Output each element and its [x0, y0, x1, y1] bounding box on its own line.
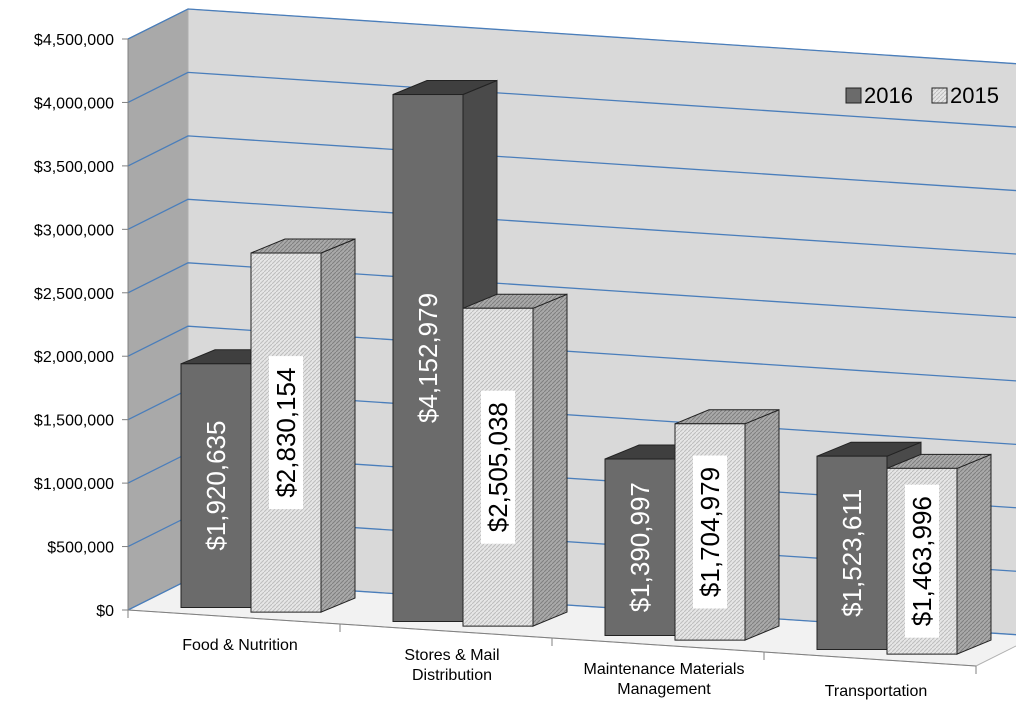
- legend-label: 2015: [950, 83, 999, 108]
- gridline: [127, 325, 1016, 382]
- data-label-bg: [481, 390, 515, 544]
- bar-2015-stores-mail-distribution: [462, 293, 568, 627]
- y-tick-label: $4,500,000: [34, 32, 114, 49]
- x-category-label-transportation: Transportation: [825, 683, 928, 700]
- legend: 2016 2015: [845, 83, 999, 108]
- bar-side: [320, 238, 356, 613]
- bar-side: [956, 453, 992, 655]
- bar-front: [250, 252, 322, 613]
- data-label-2016-maintenance-materials-management: $1,390,997: [625, 482, 655, 612]
- y-tick-label: $3,500,000: [34, 159, 114, 176]
- side-wall: [127, 8, 189, 611]
- y-tick-label: $4,000,000: [34, 95, 114, 112]
- gridline: [127, 198, 1016, 255]
- data-label-2015-maintenance-materials-management: $1,704,979: [693, 455, 727, 609]
- y-axis-tick-labels: $0 $500,000 $1,000,000 $1,500,000 $2,000,000…: [34, 32, 129, 620]
- legend-swatch: [931, 87, 948, 104]
- y-tick-label: $3,000,000: [34, 222, 114, 239]
- data-label-text: $2,830,154: [271, 368, 301, 498]
- data-labels: $1,920,635 $2,830,154 $4,152,979 $2,505,038…: [201, 293, 939, 638]
- data-label-text: $1,390,997: [625, 482, 655, 612]
- data-label-bg: [269, 356, 303, 510]
- data-label-2015-transportation: $1,463,996: [905, 484, 939, 638]
- bar-side: [532, 293, 568, 627]
- bar-front: [816, 455, 888, 650]
- data-label-text: $1,920,635: [201, 421, 231, 551]
- data-label-text: $1,704,979: [695, 467, 725, 597]
- data-label-bg: [905, 484, 939, 638]
- gridline: [127, 135, 1016, 192]
- legend-item-2016: 2016: [845, 83, 913, 108]
- x-category-label-food-nutrition: Food & Nutrition: [182, 637, 298, 654]
- gridline: [127, 8, 1016, 65]
- legend-label: 2016: [864, 83, 913, 108]
- y-tick-label: $1,000,000: [34, 476, 114, 493]
- bar-front: [604, 458, 676, 636]
- bars: [180, 79, 992, 655]
- bar-front: [392, 94, 464, 623]
- legend-item-2015: 2015: [931, 83, 999, 108]
- gridline: [127, 262, 1016, 319]
- y-tick-label: $0: [96, 603, 114, 620]
- data-label-text: $1,523,611: [837, 489, 867, 617]
- bar-2015-food-nutrition: [250, 238, 356, 613]
- x-category-label-stores-mail-distribution: Stores & Mail Distribution: [404, 647, 499, 684]
- data-label-2016-transportation: $1,523,611: [837, 489, 867, 617]
- legend-swatch: [845, 87, 862, 104]
- bar-side: [744, 409, 780, 641]
- data-label-2016-food-nutrition: $1,920,635: [201, 421, 231, 551]
- data-label-text: $1,463,996: [907, 496, 937, 626]
- y-tick-label: $500,000: [47, 540, 114, 557]
- x-category-label-maintenance-materials-management: Maintenance Materials Management: [584, 661, 745, 698]
- data-label-2015-food-nutrition: $2,830,154: [269, 356, 303, 510]
- data-label-bg: [693, 455, 727, 609]
- data-label-2015-stores-mail-distribution: $2,505,038: [481, 390, 515, 544]
- y-tick-label: $1,500,000: [34, 413, 114, 430]
- data-label-2016-stores-mail-distribution: $4,152,979: [413, 293, 443, 423]
- x-axis: Food & Nutrition Stores & Mail Distributio…: [127, 609, 977, 700]
- data-label-text: $4,152,979: [413, 293, 443, 423]
- y-tick-label: $2,000,000: [34, 349, 114, 366]
- gridline: [127, 71, 1016, 128]
- y-tick-label: $2,500,000: [34, 286, 114, 303]
- data-label-text: $2,505,038: [483, 402, 513, 532]
